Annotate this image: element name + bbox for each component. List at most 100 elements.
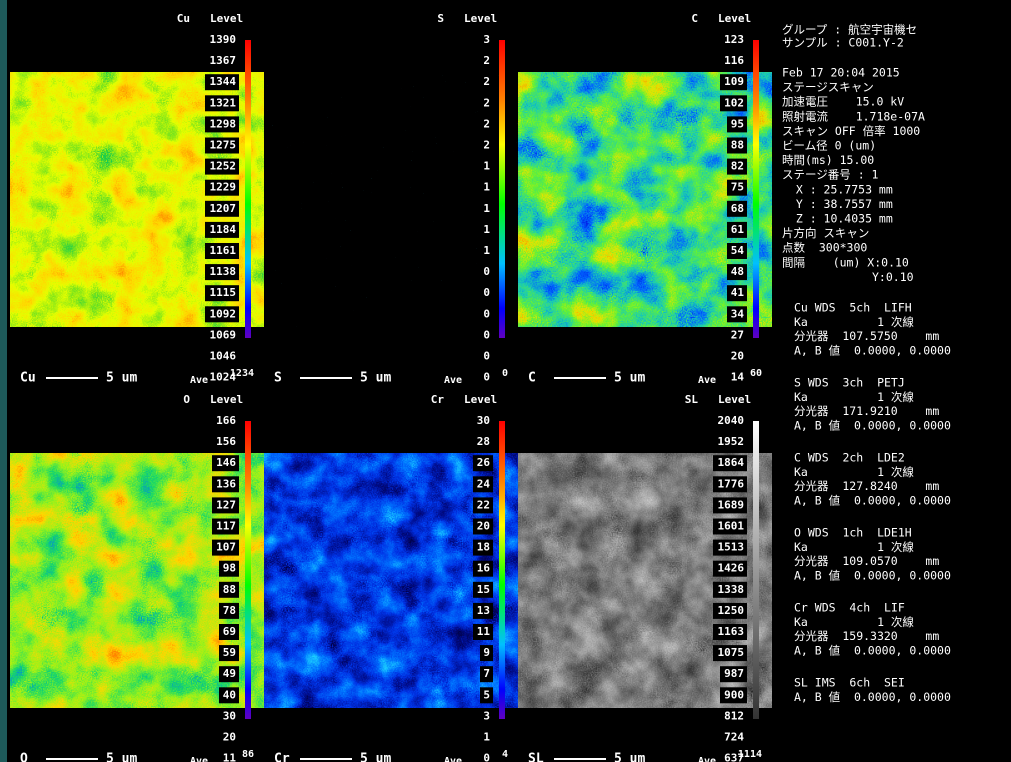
channel-line: Ka 1 次線 (794, 615, 914, 629)
level-value: 1601 (718, 520, 745, 533)
scale-label: 5 um (614, 371, 645, 386)
screen: CuLevel139013671344132112981275125212291… (0, 0, 1011, 762)
color-bar (753, 40, 759, 338)
level-value: 20 (477, 520, 490, 533)
ave-value: 1114 (738, 749, 762, 760)
level-value: 1776 (718, 477, 745, 490)
element-label: Cr (274, 752, 290, 762)
channel-line: C WDS 2ch LDE2 (794, 451, 905, 465)
color-bar (499, 40, 505, 338)
ave-label: Ave (190, 756, 208, 762)
info-line: Feb 17 20:04 2015 (782, 66, 900, 80)
level-value: 26 (477, 456, 491, 469)
level-value: 41 (731, 286, 745, 299)
scale-label: 5 um (614, 752, 645, 762)
level-value: 78 (223, 604, 236, 617)
level-value: 1184 (210, 223, 237, 236)
level-value: 724 (724, 731, 744, 744)
level-value: 61 (731, 223, 745, 236)
page: CuLevel139013671344132112981275125212291… (0, 0, 1011, 762)
color-bar (753, 421, 759, 719)
scale-label: 5 um (360, 752, 391, 762)
level-label: Level (210, 393, 243, 406)
info-line: 点数 300*300 (782, 241, 867, 255)
level-value: 136 (216, 477, 236, 490)
level-value: 812 (724, 709, 744, 722)
level-value: 1 (483, 244, 490, 257)
level-value: 20 (223, 731, 236, 744)
level-value: 82 (731, 160, 744, 173)
channel-line: O WDS 1ch LDE1H (794, 526, 912, 540)
level-value: 75 (731, 181, 744, 194)
level-value: 2 (483, 96, 490, 109)
ave-label: Ave (698, 756, 716, 762)
level-value: 30 (477, 414, 490, 427)
level-value: 1 (483, 181, 490, 194)
ave-value: 86 (242, 749, 254, 760)
ave-value: 1234 (230, 368, 254, 379)
channel-line: 分光器 107.5750 mm (794, 329, 939, 343)
level-value: 3 (483, 33, 490, 46)
element-label: Cu (177, 12, 190, 25)
info-line: Y : 38.7557 mm (782, 197, 893, 211)
channel-line: 分光器 159.3320 mm (794, 629, 939, 643)
element-label: C (691, 12, 698, 25)
color-bar (245, 421, 251, 719)
channel-line: Ka 1 次線 (794, 315, 914, 329)
left-edge (0, 0, 7, 762)
element-label: O (20, 752, 28, 762)
info-line: 片方向 スキャン (782, 226, 869, 240)
info-line: 加速電圧 15.0 kV (782, 95, 904, 109)
level-value: 68 (731, 202, 744, 215)
element-label: Cr (431, 393, 445, 406)
element-label: C (528, 371, 536, 386)
level-value: 1163 (718, 625, 745, 638)
channel-line: SL IMS 6ch SEI (794, 676, 905, 690)
channel-line: Ka 1 次線 (794, 390, 914, 404)
level-value: 2 (483, 54, 490, 67)
level-value: 107 (216, 541, 236, 554)
level-label: Level (210, 12, 243, 25)
level-value: 127 (216, 498, 236, 511)
level-value: 88 (731, 139, 744, 152)
element-label: S (274, 371, 282, 386)
level-value: 1367 (210, 54, 237, 67)
ave-value: 0 (502, 368, 508, 379)
level-value: 28 (477, 435, 490, 448)
level-value: 40 (223, 688, 236, 701)
level-value: 3 (483, 709, 490, 722)
scale-label: 5 um (106, 752, 137, 762)
level-value: 14 (731, 371, 745, 384)
level-value: 102 (724, 96, 744, 109)
level-value: 30 (223, 709, 236, 722)
level-value: 1250 (718, 604, 745, 617)
channel-line: Cr WDS 4ch LIF (794, 601, 905, 615)
level-value: 88 (223, 583, 236, 596)
channel-line: Ka 1 次線 (794, 540, 914, 554)
level-value: 1138 (210, 265, 237, 278)
level-value: 5 (483, 688, 490, 701)
info-line: 照射電流 1.718e-07A (782, 109, 925, 123)
level-value: 95 (731, 117, 744, 130)
color-bar (499, 421, 505, 719)
level-value: 0 (483, 350, 490, 363)
level-value: 146 (216, 456, 236, 469)
level-value: 0 (483, 371, 490, 384)
level-value: 156 (216, 435, 236, 448)
level-value: 7 (483, 667, 490, 680)
level-value: 1426 (718, 562, 745, 575)
ave-label: Ave (698, 375, 716, 386)
channel-line: S WDS 3ch PETJ (794, 376, 905, 390)
element-map (264, 72, 518, 327)
level-value: 0 (483, 752, 490, 762)
ave-label: Ave (444, 375, 462, 386)
level-value: 0 (483, 265, 490, 278)
level-value: 16 (477, 562, 491, 575)
level-value: 116 (724, 54, 744, 67)
level-value: 24 (477, 477, 491, 490)
level-value: 20 (731, 350, 744, 363)
level-value: 1046 (210, 350, 237, 363)
info-line: サンプル : C001.Y-2 (782, 36, 904, 50)
channel-line: 分光器 109.0570 mm (794, 554, 939, 568)
level-value: 1689 (718, 498, 745, 511)
